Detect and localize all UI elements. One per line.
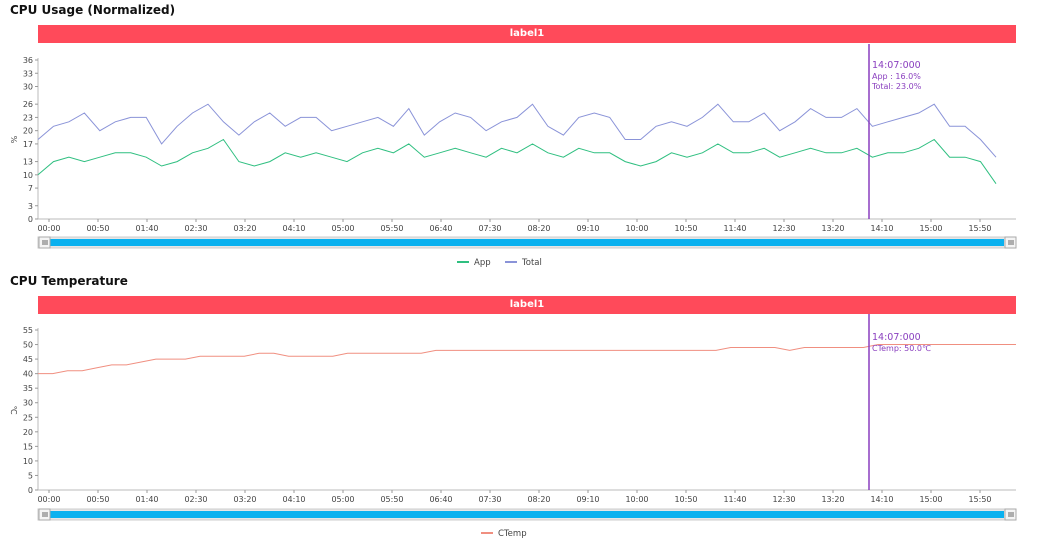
- y-tick-label: 10: [23, 171, 33, 180]
- y-tick-label: 36: [23, 56, 33, 65]
- x-tick-label: 03:20: [233, 224, 256, 233]
- scroll-right-handle[interactable]: [1004, 508, 1017, 521]
- scrollbar-thumb: [50, 239, 1004, 246]
- cursor-value-label: App : 16.0%: [872, 72, 921, 81]
- scroll-right-handle[interactable]: [1004, 236, 1017, 249]
- y-axis-label: %: [9, 136, 18, 144]
- x-tick-label: 06:40: [429, 495, 452, 504]
- x-tick-label: 00:50: [86, 224, 109, 233]
- x-tick-label: 03:20: [233, 495, 256, 504]
- x-tick-label: 10:50: [674, 495, 697, 504]
- x-tick-label: 07:30: [478, 495, 501, 504]
- x-tick-label: 00:00: [37, 495, 60, 504]
- x-tick-label: 11:40: [723, 224, 746, 233]
- x-tick-label: 14:10: [870, 495, 893, 504]
- x-tick-label: 01:40: [135, 224, 158, 233]
- x-tick-label: 05:00: [331, 495, 354, 504]
- y-axis-label: ℃: [9, 406, 18, 415]
- y-tick-label: 55: [23, 326, 33, 335]
- x-tick-label: 07:30: [478, 224, 501, 233]
- x-tick-label: 15:00: [919, 495, 942, 504]
- x-tick-label: 12:30: [772, 224, 795, 233]
- cursor-value-label: CTemp: 50.0℃: [872, 344, 931, 353]
- x-tick-label: 15:50: [968, 495, 991, 504]
- x-tick-label: 05:50: [380, 224, 403, 233]
- scroll-left-handle[interactable]: [38, 508, 51, 521]
- y-tick-label: 10: [23, 457, 33, 466]
- legend-label-ctemp: CTemp: [498, 529, 527, 539]
- y-tick-label: 20: [23, 127, 33, 136]
- y-tick-label: 26: [23, 100, 33, 109]
- series-line-app: [37, 138, 997, 184]
- x-tick-label: 08:20: [527, 495, 550, 504]
- y-tick-label: 45: [23, 355, 33, 364]
- x-tick-label: 04:10: [282, 495, 305, 504]
- x-tick-label: 11:40: [723, 495, 746, 504]
- y-tick-label: 0: [28, 215, 33, 224]
- y-tick-label: 40: [23, 370, 33, 379]
- y-tick-label: 50: [23, 341, 33, 350]
- y-tick-label: 33: [23, 69, 33, 78]
- cpu-usage-title: CPU Usage (Normalized): [10, 3, 176, 17]
- cursor-time-label: 14:07:000: [872, 60, 921, 71]
- x-tick-label: 09:10: [576, 495, 599, 504]
- y-tick-label: 25: [23, 413, 33, 422]
- y-tick-label: 23: [23, 113, 33, 122]
- y-tick-label: 13: [23, 158, 33, 167]
- y-tick-label: 30: [23, 83, 33, 92]
- x-tick-label: 12:30: [772, 495, 795, 504]
- x-tick-label: 09:10: [576, 224, 599, 233]
- y-tick-label: 30: [23, 399, 33, 408]
- y-tick-label: 0: [28, 486, 33, 495]
- x-tick-label: 15:00: [919, 224, 942, 233]
- series-line-total: [37, 103, 997, 158]
- y-tick-label: 3: [28, 202, 33, 211]
- y-tick-label: 15: [23, 442, 33, 451]
- x-tick-label: 06:40: [429, 224, 452, 233]
- x-tick-label: 02:30: [184, 224, 207, 233]
- x-tick-label: 08:20: [527, 224, 550, 233]
- cursor-value-label: Total: 23.0%: [871, 82, 922, 91]
- legend-label-app: App: [474, 258, 491, 268]
- x-tick-label: 00:00: [37, 224, 60, 233]
- x-tick-label: 10:50: [674, 224, 697, 233]
- y-tick-label: 17: [23, 140, 33, 149]
- x-tick-label: 10:00: [625, 224, 648, 233]
- x-tick-label: 05:50: [380, 495, 403, 504]
- x-tick-label: 13:20: [821, 495, 844, 504]
- x-tick-label: 14:10: [870, 224, 893, 233]
- scroll-left-handle[interactable]: [38, 236, 51, 249]
- y-tick-label: 5: [28, 471, 33, 480]
- x-tick-label: 04:10: [282, 224, 305, 233]
- legend-label-total: Total: [521, 258, 542, 268]
- cursor-time-label: 14:07:000: [872, 332, 921, 343]
- x-tick-label: 00:50: [86, 495, 109, 504]
- y-tick-label: 7: [28, 184, 33, 193]
- x-tick-label: 05:00: [331, 224, 354, 233]
- x-tick-label: 15:50: [968, 224, 991, 233]
- series-line-ctemp: [38, 344, 1016, 375]
- cpu-temperature-chart[interactable]: 0 5 10 15 20 25 30 35 40 45 50 55 ℃ 00:00 00:50 01:40 02…: [0, 314, 1051, 546]
- y-tick-label: 35: [23, 384, 33, 393]
- x-tick-label: 01:40: [135, 495, 158, 504]
- cpu-usage-banner: label1: [38, 25, 1016, 43]
- x-tick-label: 02:30: [184, 495, 207, 504]
- cpu-usage-chart[interactable]: 0 3 7 10 13 17 20 23 26 30 33 36% 00:00 00:50 01:40 02:…: [0, 44, 1051, 274]
- cpu-temperature-banner: label1: [38, 296, 1016, 314]
- x-tick-label: 10:00: [625, 495, 648, 504]
- scrollbar-thumb: [50, 511, 1004, 518]
- y-tick-label: 20: [23, 428, 33, 437]
- cpu-temperature-title: CPU Temperature: [10, 274, 128, 288]
- x-tick-label: 13:20: [821, 224, 844, 233]
